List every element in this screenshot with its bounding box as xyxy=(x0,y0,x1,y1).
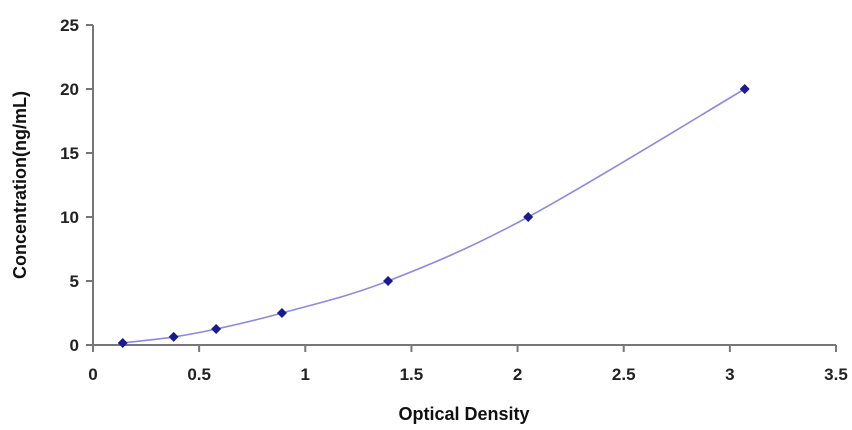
y-tick-label: 20 xyxy=(60,80,79,99)
data-point xyxy=(739,84,750,94)
x-ticks: 0 0.5 1 1.5 2 2.5 3 3.5 xyxy=(88,345,848,384)
y-tick-label: 0 xyxy=(70,336,79,355)
x-tick-label: 2 xyxy=(513,365,522,384)
axes xyxy=(92,25,836,346)
y-tick-label: 10 xyxy=(60,208,79,227)
y-tick-label: 15 xyxy=(60,144,79,163)
y-tick-label: 5 xyxy=(70,272,79,291)
y-tick-label: 25 xyxy=(60,16,79,35)
data-point xyxy=(211,324,222,334)
data-point xyxy=(383,276,394,286)
fit-curve-line xyxy=(122,88,746,344)
data-point xyxy=(117,337,128,348)
x-axis-title: Optical Density xyxy=(398,404,529,424)
x-tick-label: 1 xyxy=(301,365,310,384)
data-points xyxy=(117,84,750,348)
data-point xyxy=(276,308,287,318)
y-ticks: 0 5 10 15 20 25 xyxy=(60,16,93,355)
data-point xyxy=(168,331,179,342)
x-tick-label: 0.5 xyxy=(187,365,211,384)
axis-titles: Optical Density Concentration(ng/mL) xyxy=(10,91,530,424)
data-point xyxy=(523,212,534,222)
y-axis-title: Concentration(ng/mL) xyxy=(10,91,30,279)
x-tick-label: 3.5 xyxy=(824,365,848,384)
x-tick-label: 1.5 xyxy=(400,365,424,384)
x-tick-label: 2.5 xyxy=(612,365,636,384)
x-tick-label: 0 xyxy=(88,365,97,384)
x-tick-label: 3 xyxy=(725,365,734,384)
